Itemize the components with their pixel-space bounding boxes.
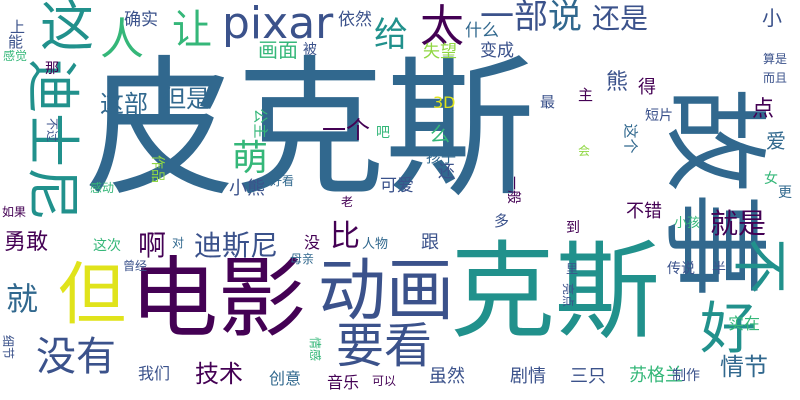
word-person: 人 [100, 14, 144, 65]
word-touched: 感动 [90, 181, 115, 195]
word-arrive: 到 [566, 220, 580, 236]
word-able: 能 [8, 33, 24, 51]
word-brave: 勇敢 [4, 230, 49, 255]
word-disney-alt: 迪斯尼 [194, 229, 279, 262]
word-technique: 技术 [195, 360, 243, 388]
word-more: 更 [778, 185, 792, 201]
word-small: 小 [762, 6, 782, 30]
word-pixar: pixar [222, 0, 334, 49]
word-kid: 小孩 [674, 216, 701, 231]
word-compare: 比 [330, 219, 360, 254]
word-also: 还 [438, 162, 455, 182]
word-pixar-studio: 皮克斯 [85, 43, 536, 217]
word-movie: 电影 [130, 247, 307, 350]
word-me: 么 [430, 122, 450, 146]
word-short-film: 短片 [645, 108, 673, 124]
word-become: 变成 [480, 41, 514, 61]
word-inside: 里 [566, 262, 579, 276]
word-creativity: 创意 [269, 369, 302, 388]
word-must-watch: 要看 [336, 318, 433, 374]
word-ba: 吧 [376, 125, 390, 141]
word-to: 对 [172, 236, 185, 250]
word-music: 音乐 [327, 373, 360, 392]
word-storyline: 剧情 [510, 366, 546, 387]
word-up: 上 [10, 18, 26, 36]
word-let: 让 [172, 7, 212, 53]
word-then: 就 [6, 280, 39, 318]
word-yibu: 一部 [480, 0, 548, 37]
word-character: 人物 [362, 237, 389, 252]
word-many: 多 [494, 212, 510, 230]
word-average: 一般 [505, 176, 521, 204]
word-this-thing: 这个 [621, 123, 640, 154]
word-bear: 熊 [606, 70, 629, 95]
word-little-bear: 小熊 [229, 178, 265, 199]
word-highlight: 亮点 [561, 282, 576, 308]
word-details: 细节 [1, 334, 16, 360]
word-that: 那 [45, 61, 59, 77]
word-this-time: 这次 [93, 238, 121, 254]
word-lovely: 可爱 [380, 176, 414, 196]
word-say: 说 [548, 0, 582, 37]
word-indeed: 确实 [124, 10, 158, 30]
word-however: 但是 [162, 85, 210, 113]
word-with: 跟 [421, 232, 439, 253]
word-female: 女 [764, 171, 778, 187]
word-de: 得 [638, 77, 656, 98]
word-but-also: 不过 [45, 117, 60, 143]
word-once: 曾经 [123, 259, 148, 273]
word-old: 老 [341, 195, 354, 209]
word-moreover: 而且 [763, 71, 788, 85]
word-this: 这 [40, 0, 94, 58]
word-disappointed: 失望 [423, 42, 457, 62]
word-if: 如果 [2, 205, 27, 219]
word-plot: 情节 [720, 353, 768, 381]
word-feel: 感觉 [3, 49, 28, 63]
word-count-as: 算是 [763, 52, 788, 66]
word-cute: 萌 [232, 138, 269, 179]
word-emotion: 情感 [308, 336, 323, 362]
word-what: 什么 [465, 21, 499, 41]
word-although: 虽然 [429, 366, 465, 387]
word-kesi: 克斯 [450, 231, 661, 353]
word-not-have: 没有 [36, 334, 116, 380]
word-by: 被 [303, 42, 317, 58]
word-still: 还是 [592, 2, 649, 35]
word-we: 我们 [138, 364, 171, 383]
word-good: 好 [700, 297, 756, 362]
word-give: 给 [374, 15, 408, 55]
word-animation: 动画 [318, 252, 455, 331]
word-mother: 母亲 [290, 252, 315, 266]
word-not: 不 [726, 238, 791, 294]
word-none: 没 [304, 233, 321, 252]
word-too: 太 [420, 1, 464, 52]
word-works: 作品 [149, 155, 165, 183]
word-but: 但 [58, 256, 127, 335]
word-scotland: 苏格兰 [629, 365, 683, 386]
word-picture: 画面 [258, 38, 298, 62]
word-ah: 啊 [138, 229, 167, 262]
word-three: 三只 [570, 366, 606, 387]
word-most: 最 [540, 93, 556, 111]
word-princess: 公主 [251, 108, 270, 139]
word-point: 点 [752, 97, 775, 122]
word-make: 制作 [672, 368, 700, 384]
word-still-alt: 依然 [338, 10, 372, 30]
word-really: 实在 [728, 314, 761, 333]
word-will: 会 [578, 144, 591, 158]
word-not-bad: 不错 [626, 201, 662, 222]
word-main: 主 [578, 86, 594, 104]
word-legend: 传说 [667, 261, 695, 277]
word-one: 一个 [322, 116, 370, 144]
word-child: 孩子 [426, 148, 457, 166]
word-good-looking: 好看 [270, 174, 295, 188]
word-this-one: 这部 [100, 90, 148, 118]
word-love: 爱 [766, 129, 786, 153]
word-can: 可以 [372, 374, 397, 388]
word-3d: 3D [433, 93, 456, 112]
word-is: 就是 [710, 207, 767, 240]
word-half: 半 [712, 261, 726, 277]
